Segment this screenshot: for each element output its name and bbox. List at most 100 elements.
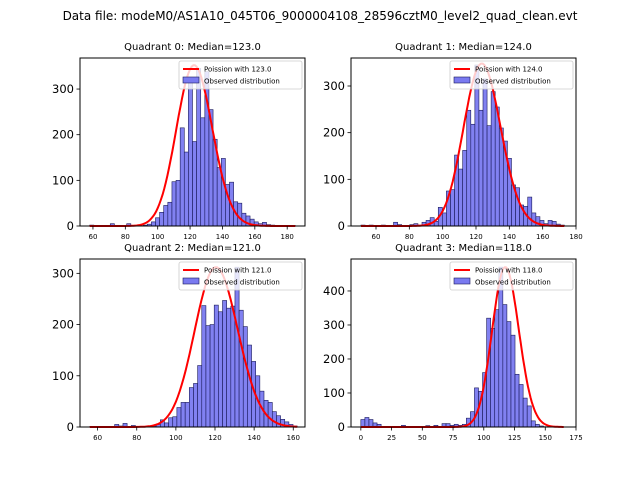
y-tick-label: 100	[52, 173, 74, 187]
y-tick-label: 0	[67, 219, 74, 233]
panel-2: Quadrant 2: Median=121.0 0 100 200 300 60 80 10…	[52, 243, 306, 442]
histogram-bar	[526, 405, 532, 428]
histogram-bar	[450, 189, 455, 227]
legend-label-observed: Observed distribution	[204, 279, 280, 287]
histogram-bar	[490, 91, 496, 227]
histogram-bar	[506, 321, 512, 428]
histogram-bar	[458, 168, 463, 227]
histogram-bar	[183, 151, 189, 227]
histogram-bar	[494, 106, 500, 227]
x-tick-label: 175	[569, 434, 582, 442]
histogram-bar	[222, 300, 227, 428]
histogram-bar	[213, 304, 219, 428]
y-tick-label: 0	[338, 219, 345, 233]
legend-label-poisson: Poission with 123.0	[204, 66, 272, 74]
histogram-bar	[530, 420, 536, 428]
y-tick-label: 400	[323, 284, 345, 298]
histogram-bar	[494, 309, 500, 428]
x-tick-label: 180	[281, 233, 294, 241]
legend: Poission with 121.0 Observed distribution	[178, 261, 303, 291]
histogram-bar	[230, 305, 236, 428]
x-tick-label: 75	[449, 434, 458, 442]
histogram-bar	[238, 309, 244, 428]
histogram-bar	[510, 334, 516, 428]
histogram-bar	[196, 68, 202, 227]
x-tick-label: 120	[469, 233, 482, 241]
legend: Poission with 123.0 Observed distribution	[178, 60, 303, 90]
histogram-bar	[163, 205, 169, 227]
legend-patch-icon	[453, 277, 471, 285]
y-tick-label: 300	[323, 318, 345, 332]
x-tick-label: 60	[372, 233, 381, 241]
x-tick-label: 125	[508, 434, 521, 442]
histogram-bar	[226, 307, 232, 428]
panel-title: Quadrant 1: Median=124.0	[395, 42, 532, 53]
x-tick-label: 160	[248, 233, 261, 241]
histogram-bar	[193, 383, 198, 428]
histogram-bar	[247, 344, 252, 428]
x-tick-label: 180	[569, 233, 582, 241]
axes-frame	[350, 258, 577, 428]
y-tick-label: 200	[323, 126, 345, 140]
histogram-bar	[151, 221, 156, 227]
x-tick-label: 150	[539, 434, 552, 442]
x-tick-label: 50	[418, 434, 427, 442]
panel-title: Quadrant 2: Median=121.0	[124, 243, 261, 254]
x-tick-label: 140	[503, 233, 516, 241]
histogram-bar	[276, 415, 281, 428]
x-tick-label: 100	[169, 434, 182, 442]
panel-1: Quadrant 1: Median=124.0 0 100 200 300 60 80 10…	[323, 42, 583, 241]
histogram-bar	[167, 201, 173, 227]
panel-3: Quadrant 3: Median=118.0 0 100 200 300 400 0 25…	[323, 243, 583, 442]
histogram-bar	[527, 196, 533, 227]
x-tick-label: 80	[121, 233, 130, 241]
y-tick-label: 0	[338, 420, 345, 434]
legend-box	[449, 60, 574, 90]
histogram-bars	[89, 68, 296, 227]
histogram-bar	[159, 212, 165, 227]
histogram-bar	[531, 212, 537, 227]
y-tick-label: 200	[323, 352, 345, 366]
legend-label-observed: Observed distribution	[475, 78, 551, 86]
histogram-bar	[502, 304, 508, 428]
x-tick-label: 60	[88, 233, 97, 241]
histogram-bar	[486, 317, 491, 428]
y-tick-label: 300	[52, 266, 74, 280]
histogram-bar	[442, 212, 447, 227]
histogram-bar	[218, 311, 223, 428]
y-tick-label: 100	[323, 386, 345, 400]
histogram-bar	[216, 167, 222, 227]
legend-label-observed: Observed distribution	[204, 78, 280, 86]
legend-patch-icon	[453, 76, 471, 84]
figure-suptitle: Data file: modeM0/AS1A10_045T06_90000041…	[63, 9, 578, 23]
histogram-bar	[164, 422, 169, 428]
histogram-bar	[189, 387, 194, 428]
histogram-bar	[209, 324, 215, 428]
histogram-bar	[466, 109, 472, 227]
x-tick-label: 80	[132, 434, 141, 442]
y-tick-label: 300	[323, 79, 345, 93]
histogram-bar	[180, 402, 186, 428]
histogram-bar	[188, 81, 193, 227]
histogram-bar	[478, 109, 484, 227]
histogram-bars	[360, 266, 552, 428]
x-tick-label: 100	[477, 434, 490, 442]
x-tick-label: 100	[151, 233, 164, 241]
panel-title: Quadrant 3: Median=118.0	[395, 243, 532, 254]
legend-box	[178, 60, 303, 90]
histogram-bar	[179, 127, 185, 227]
histogram-bar	[205, 325, 211, 428]
histogram-bar	[242, 326, 248, 428]
x-tick-label: 120	[183, 233, 196, 241]
histogram-bar	[237, 202, 243, 227]
legend-patch-icon	[182, 76, 200, 84]
x-tick-label: 0	[359, 434, 363, 442]
histogram-bar	[271, 411, 277, 428]
x-tick-label: 60	[93, 434, 102, 442]
y-tick-label: 100	[323, 172, 345, 186]
x-tick-label: 80	[405, 233, 414, 241]
histogram-bar	[176, 407, 182, 428]
histogram-bar	[470, 123, 476, 227]
histogram-bar	[175, 180, 181, 227]
